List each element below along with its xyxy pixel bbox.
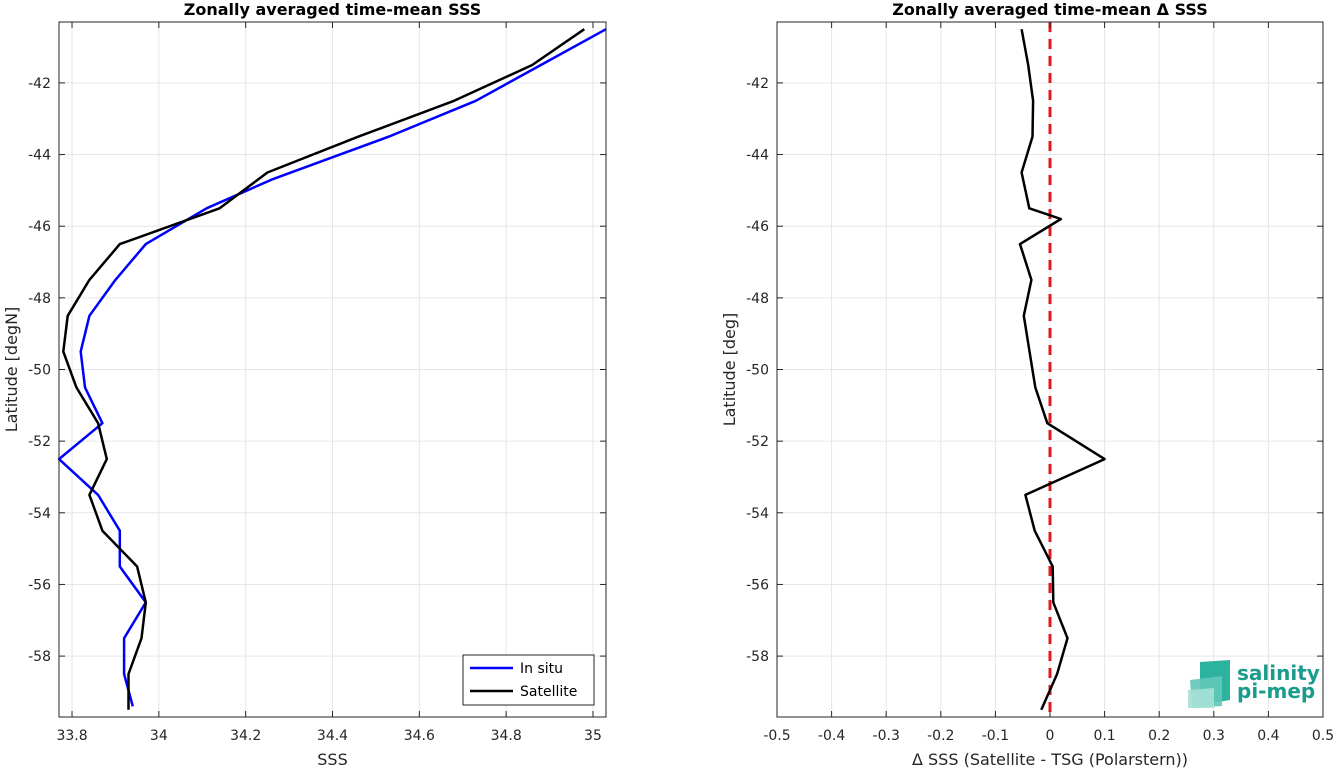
x-tick-label: 0.2 <box>1148 728 1170 744</box>
x-axis-label: SSS <box>317 750 347 769</box>
legend-label-in-situ: In situ <box>520 661 563 677</box>
x-tick-label: 35 <box>584 728 602 744</box>
x-tick-label: -0.4 <box>818 728 845 744</box>
y-tick-label: -42 <box>746 76 769 92</box>
y-tick-label: -50 <box>28 363 51 379</box>
x-tick-label: 34.4 <box>317 728 348 744</box>
y-axis-label: Latitude [degN] <box>2 307 21 433</box>
x-tick-label: 34.2 <box>230 728 261 744</box>
x-tick-label: -0.3 <box>873 728 900 744</box>
left-chart-panel: 33.8 34 34.2 34.4 34.6 34.8 35 -42 -44 -46 -48 -50 -… <box>2 0 607 769</box>
x-tick-label: -0.1 <box>982 728 1009 744</box>
y-tick-label: -52 <box>28 434 51 450</box>
x-tick-label: 34.6 <box>404 728 435 744</box>
y-tick-label: -56 <box>28 577 51 593</box>
series-line-delta-sss <box>1018 28 1106 711</box>
y-axis-label: Latitude [deg] <box>720 313 739 427</box>
chart-title: Zonally averaged time-mean SSS <box>184 0 482 19</box>
y-tick-label: -46 <box>28 219 51 235</box>
y-tick-label: -46 <box>746 219 769 235</box>
x-tick-label: 0.5 <box>1312 728 1334 744</box>
x-axis-label: Δ SSS (Satellite - TSG (Polarstern)) <box>912 750 1188 769</box>
logo-text-salinity: salinity <box>1237 661 1320 685</box>
x-tick-label: 33.8 <box>56 728 87 744</box>
y-tick-label: -58 <box>746 649 769 665</box>
chart-title: Zonally averaged time-mean Δ SSS <box>892 0 1208 19</box>
y-tick-label: -48 <box>28 291 51 307</box>
y-tick-label: -54 <box>746 506 769 522</box>
y-tick-label: -44 <box>28 148 51 164</box>
logo-text-pi-mep: pi-mep <box>1237 679 1315 703</box>
y-tick-label: -48 <box>746 291 769 307</box>
series-line-satellite <box>62 28 586 710</box>
x-tick-label: -0.5 <box>763 728 790 744</box>
x-tick-label: 0.1 <box>1093 728 1115 744</box>
x-tick-label: 0.3 <box>1203 728 1225 744</box>
x-tick-label: 0.4 <box>1257 728 1279 744</box>
y-tick-label: -50 <box>746 363 769 379</box>
legend-box <box>462 654 595 706</box>
y-tick-label: -54 <box>28 506 51 522</box>
y-tick-label: -58 <box>28 649 51 665</box>
right-chart-panel: -0.5 -0.4 -0.3 -0.2 -0.1 0 0.1 0.2 0.3 0.4 0.5 -42 -… <box>720 0 1334 769</box>
salinity-pi-mep-logo: salinity pi-mep <box>1188 660 1320 708</box>
series-line-in-situ <box>57 28 607 707</box>
x-tick-label: 34 <box>150 728 168 744</box>
legend-label-satellite: Satellite <box>520 684 577 700</box>
y-tick-label: -56 <box>746 577 769 593</box>
x-tick-label: 34.8 <box>491 728 522 744</box>
y-tick-label: -52 <box>746 434 769 450</box>
y-tick-label: -42 <box>28 76 51 92</box>
x-tick-label: 0 <box>1046 728 1055 744</box>
x-tick-label: -0.2 <box>927 728 954 744</box>
y-tick-label: -44 <box>746 148 769 164</box>
